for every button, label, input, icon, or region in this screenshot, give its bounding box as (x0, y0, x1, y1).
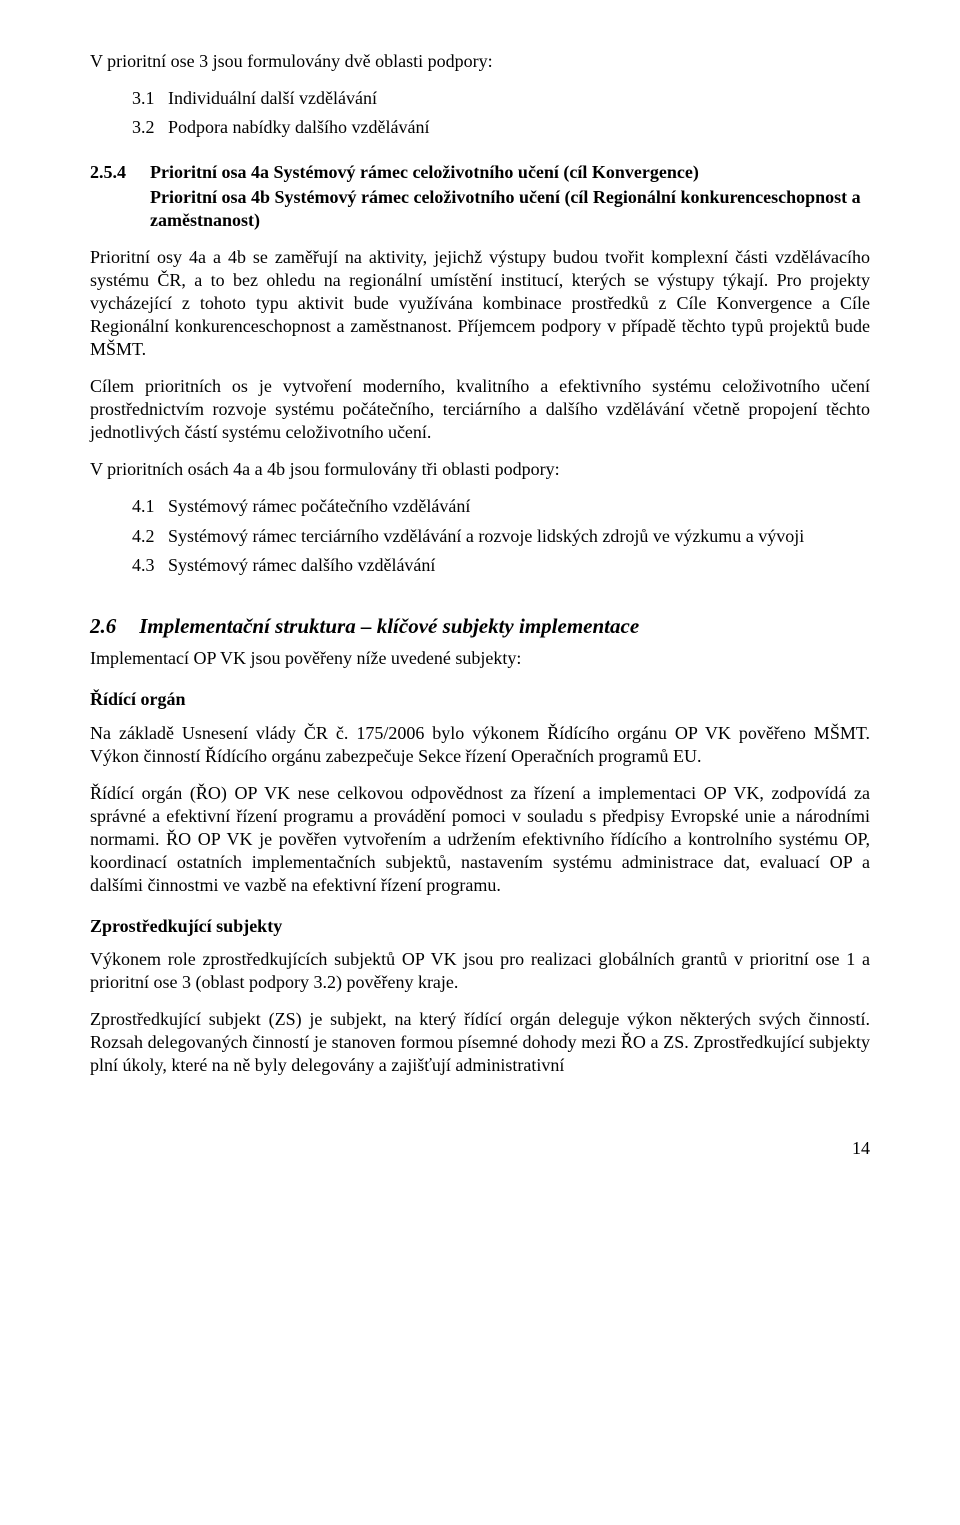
label-zprostredkujici-subjekty: Zprostředkující subjekty (90, 915, 870, 938)
list-item-num: 3.1 (132, 87, 168, 110)
intro-line: V prioritní ose 3 jsou formulovány dvě o… (90, 50, 870, 73)
heading-title-line1: Prioritní osa 4a Systémový rámec celoživ… (150, 161, 870, 184)
paragraph: Zprostředkující subjekt (ZS) je subjekt,… (90, 1008, 870, 1077)
list-item-text: Systémový rámec terciárního vzdělávání a… (168, 525, 870, 548)
list-item-text: Individuální další vzdělávání (168, 87, 870, 110)
list-item: 4.3 Systémový rámec dalšího vzdělávání (132, 554, 870, 577)
list-item-text: Systémový rámec počátečního vzdělávání (168, 495, 870, 518)
paragraph: Cílem prioritních os je vytvoření modern… (90, 375, 870, 444)
heading-2-6: 2.6 Implementační struktura – klíčové su… (90, 613, 870, 640)
list-po3: 3.1 Individuální další vzdělávání 3.2 Po… (90, 87, 870, 139)
paragraph: Implementací OP VK jsou pověřeny níže uv… (90, 647, 870, 670)
heading-number: 2.6 (90, 613, 134, 640)
list-item-num: 4.1 (132, 495, 168, 518)
list-item-num: 4.3 (132, 554, 168, 577)
list-item-text: Podpora nabídky dalšího vzdělávání (168, 116, 870, 139)
heading-2-5-4: 2.5.4 Prioritní osa 4a Systémový rámec c… (90, 161, 870, 232)
paragraph: Na základě Usnesení vlády ČR č. 175/2006… (90, 722, 870, 768)
list-item-num: 4.2 (132, 525, 168, 548)
list-po4: 4.1 Systémový rámec počátečního vzdělává… (90, 495, 870, 576)
heading-title-line2: Prioritní osa 4b Systémový rámec celoživ… (90, 186, 870, 232)
heading-number: 2.5.4 (90, 161, 150, 184)
paragraph: Prioritní osy 4a a 4b se zaměřují na akt… (90, 246, 870, 361)
list-item-num: 3.2 (132, 116, 168, 139)
paragraph: V prioritních osách 4a a 4b jsou formulo… (90, 458, 870, 481)
list-item: 3.1 Individuální další vzdělávání (132, 87, 870, 110)
page-number: 14 (90, 1137, 870, 1160)
list-item: 3.2 Podpora nabídky dalšího vzdělávání (132, 116, 870, 139)
label-ridici-organ: Řídící orgán (90, 688, 870, 711)
list-item: 4.1 Systémový rámec počátečního vzdělává… (132, 495, 870, 518)
paragraph: Řídící orgán (ŘO) OP VK nese celkovou od… (90, 782, 870, 897)
heading-title: Implementační struktura – klíčové subjek… (139, 614, 639, 638)
list-item-text: Systémový rámec dalšího vzdělávání (168, 554, 870, 577)
paragraph: Výkonem role zprostředkujících subjektů … (90, 948, 870, 994)
list-item: 4.2 Systémový rámec terciárního vzdělává… (132, 525, 870, 548)
